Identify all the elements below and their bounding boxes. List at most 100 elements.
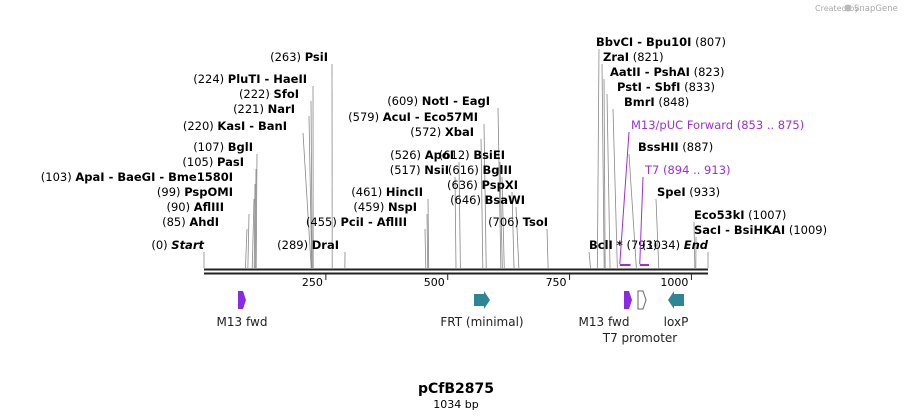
enzyme-name[interactable]: PstI - SbfI [617, 80, 680, 94]
enzyme-site[interactable]: (289) DraI [277, 238, 339, 252]
enzyme-name[interactable]: BglII [483, 163, 513, 177]
primer-site[interactable]: T7 (894 .. 913) [639, 163, 731, 266]
feature-label[interactable]: FRT (minimal) [440, 315, 523, 329]
primer-site-label[interactable]: T7 (894 .. 913) [644, 163, 731, 177]
enzyme-name[interactable]: End [684, 238, 709, 252]
enzyme-label[interactable]: (90) AflIII [166, 200, 224, 214]
feature-label[interactable]: T7 promoter [602, 331, 678, 345]
enzyme-site[interactable]: (646) BsaWI [450, 193, 525, 207]
enzyme-name[interactable]: Eco53kI [694, 208, 745, 222]
enzyme-label[interactable]: BssHII (887) [638, 140, 713, 154]
enzyme-name[interactable]: AatII - PshAI [610, 65, 690, 79]
enzyme-name[interactable]: SfoI [274, 87, 299, 101]
enzyme-name[interactable]: AflIII [194, 200, 224, 214]
feature-promoter[interactable]: T7 promoter [602, 290, 678, 345]
enzyme-site[interactable]: (224) PluTI - HaeII [193, 72, 307, 86]
primer-site-label[interactable]: M13/pUC Forward (853 .. 875) [631, 118, 804, 132]
enzyme-site[interactable]: (103) ApaI - BaeGI - Bme1580I [41, 170, 233, 184]
enzyme-site[interactable]: (0) Start [151, 238, 204, 252]
enzyme-name[interactable]: BmrI [624, 95, 655, 109]
enzyme-label[interactable]: (289) DraI [277, 238, 339, 252]
enzyme-label[interactable]: (105) PasI [182, 155, 244, 169]
enzyme-name[interactable]: AhdI [189, 215, 219, 229]
feature-label[interactable]: M13 fwd [579, 315, 630, 329]
features[interactable]: M13 fwd FRT (minimal) M13 fwd T7 promoter lo… [217, 290, 689, 345]
feature-arrow[interactable] [637, 290, 647, 310]
enzyme-site[interactable]: (85) AhdI [162, 215, 219, 229]
enzyme-name[interactable]: TsoI [523, 215, 548, 229]
enzyme-site[interactable]: (461) HincII [351, 185, 423, 199]
enzyme-label[interactable]: (461) HincII [351, 185, 423, 199]
enzyme-site[interactable]: ZraI (821) [603, 50, 664, 64]
feature-label[interactable]: M13 fwd [217, 315, 268, 329]
enzyme-name[interactable]: HincII [386, 185, 423, 199]
enzyme-site[interactable]: (1034) End [642, 238, 709, 252]
enzyme-label[interactable]: ZraI (821) [603, 50, 664, 64]
enzyme-name[interactable]: ZraI [603, 50, 629, 64]
enzyme-label[interactable]: (572) XbaI [410, 125, 474, 139]
enzyme-name[interactable]: PluTI - HaeII [228, 72, 307, 86]
enzyme-name[interactable]: SacI - BsiHKAI [694, 223, 785, 237]
enzyme-name[interactable]: PciI - AflIII [340, 215, 407, 229]
enzyme-name[interactable]: NotI - EagI [422, 94, 490, 108]
enzyme-label[interactable]: (517) NsiI [390, 163, 449, 177]
enzyme-label[interactable]: (636) PspXI [447, 178, 518, 192]
enzyme-name[interactable]: PsiI [305, 50, 328, 64]
enzyme-name[interactable]: BsiEI [473, 148, 505, 162]
enzyme-site[interactable]: (609) NotI - EagI [387, 94, 490, 108]
enzyme-label[interactable]: (103) ApaI - BaeGI - Bme1580I [41, 170, 233, 184]
enzyme-site[interactable]: (220) KasI - BanI [183, 119, 287, 133]
feature-primer[interactable]: M13 fwd [217, 291, 268, 329]
enzyme-label[interactable]: (221) NarI [233, 102, 295, 116]
enzyme-site[interactable]: BbvCI - Bpu10I (807) [596, 35, 726, 49]
primer-site[interactable]: M13/pUC Forward (853 .. 875) [619, 118, 804, 266]
enzyme-site[interactable]: (612) BsiEI [439, 148, 505, 162]
enzyme-site[interactable]: Eco53kI (1007) [694, 208, 786, 222]
enzyme-site[interactable]: PstI - SbfI (833) [617, 80, 715, 94]
enzyme-site[interactable]: (107) BglI [193, 140, 253, 154]
enzyme-label[interactable]: SpeI (933) [657, 185, 720, 199]
enzyme-label[interactable]: Eco53kI (1007) [694, 208, 786, 222]
enzyme-label[interactable]: (526) ApoI [390, 148, 454, 162]
feature-misc[interactable]: loxP [664, 291, 689, 329]
enzyme-name[interactable]: BbvCI - Bpu10I [596, 35, 691, 49]
enzyme-label[interactable]: SacI - BsiHKAI (1009) [694, 223, 827, 237]
feature-arrow[interactable] [474, 291, 490, 309]
enzyme-site[interactable]: SpeI (933) [657, 185, 720, 199]
enzyme-name[interactable]: DraI [312, 238, 339, 252]
enzyme-site[interactable]: (222) SfoI [239, 87, 299, 101]
enzyme-name[interactable]: BssHII [638, 140, 679, 154]
enzyme-label[interactable]: (1034) End [642, 238, 709, 252]
enzyme-site[interactable]: (455) PciI - AflIII [306, 215, 407, 229]
enzyme-label[interactable]: (455) PciI - AflIII [306, 215, 407, 229]
enzyme-site[interactable]: SacI - BsiHKAI (1009) [694, 223, 827, 237]
enzyme-site[interactable]: (517) NsiI [390, 163, 449, 177]
enzyme-name[interactable]: XbaI [445, 125, 474, 139]
enzyme-site[interactable]: (572) XbaI [410, 125, 474, 139]
enzyme-site[interactable]: (616) BglII [448, 163, 512, 177]
enzyme-label[interactable]: (0) Start [151, 238, 204, 252]
enzyme-label[interactable]: (224) PluTI - HaeII [193, 72, 307, 86]
enzyme-name[interactable]: NsiI [424, 163, 449, 177]
enzyme-label[interactable]: (609) NotI - EagI [387, 94, 490, 108]
feature-arrow[interactable] [668, 291, 684, 309]
feature-misc[interactable]: FRT (minimal) [440, 291, 524, 329]
enzyme-name[interactable]: SpeI [657, 185, 686, 199]
enzyme-name[interactable]: Start [171, 238, 204, 252]
enzyme-labels[interactable]: (0) Start (85) AhdI(90) AflIII(99) PspOMI… [41, 35, 827, 252]
feature-arrow[interactable] [238, 291, 246, 309]
enzyme-label[interactable]: (612) BsiEI [439, 148, 505, 162]
enzyme-name[interactable]: PspXI [482, 178, 518, 192]
enzyme-label[interactable]: PstI - SbfI (833) [617, 80, 715, 94]
enzyme-label[interactable]: (85) AhdI [162, 215, 219, 229]
enzyme-label[interactable]: (459) NspI [353, 200, 417, 214]
enzyme-site[interactable]: (99) PspOMI [157, 185, 233, 199]
enzyme-label[interactable]: (99) PspOMI [157, 185, 233, 199]
enzyme-site[interactable]: (90) AflIII [166, 200, 224, 214]
enzyme-site[interactable]: (579) AcuI - Eco57MI [348, 110, 478, 124]
enzyme-label[interactable]: (263) PsiI [270, 50, 328, 64]
enzyme-site[interactable]: (706) TsoI [488, 215, 548, 229]
enzyme-label[interactable]: (579) AcuI - Eco57MI [348, 110, 478, 124]
enzyme-name[interactable]: PspOMI [184, 185, 233, 199]
enzyme-name[interactable]: AcuI - Eco57MI [383, 110, 478, 124]
